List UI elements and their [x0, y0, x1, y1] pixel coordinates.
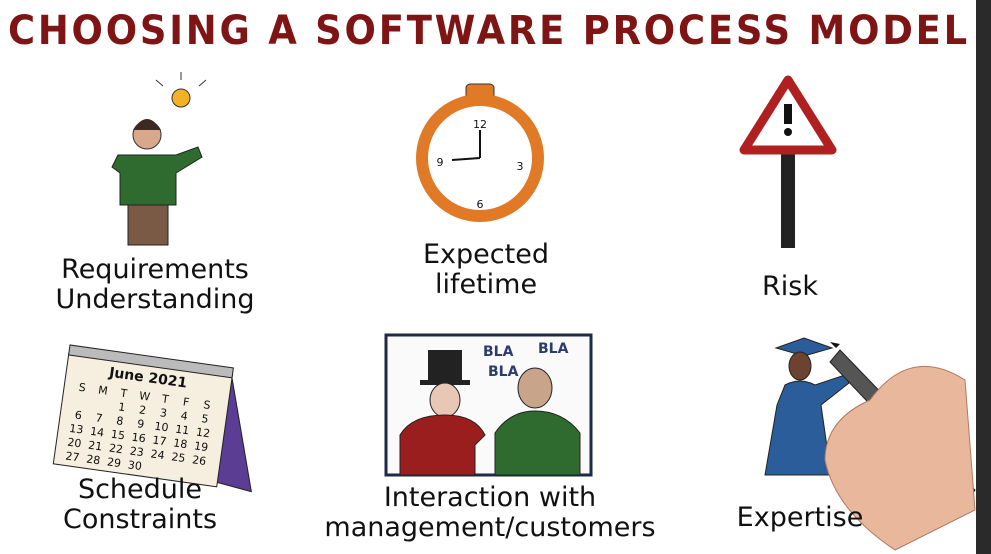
calendar-day: 13 [69, 422, 85, 437]
speech-bubble: BLA [488, 364, 519, 380]
calendar-weekday: F [182, 395, 190, 409]
calendar-day: 30 [127, 458, 143, 473]
factor-label: Interaction with [384, 482, 596, 513]
drawing-shape [428, 350, 462, 382]
calendar-day: 29 [106, 455, 122, 470]
calendar-weekday: W [138, 389, 151, 403]
factor-label: Constraints [63, 504, 217, 535]
factor-label: Schedule [78, 474, 202, 505]
hand-with-pen [824, 342, 976, 551]
factor-label: Understanding [56, 284, 255, 315]
drawing-shape [830, 342, 840, 348]
drawing-shape [824, 365, 976, 551]
calendar-weekday: S [78, 381, 87, 395]
calendar-day: 6 [74, 408, 83, 422]
calendar-day: 10 [154, 420, 170, 435]
calendar-weekday: M [97, 383, 108, 397]
calendar-day: 25 [171, 450, 187, 465]
drawing-shape [155, 79, 164, 87]
drawing-shape [494, 410, 581, 476]
calendar-weekday: S [203, 398, 212, 412]
calendar-day: 23 [129, 444, 145, 459]
calendar-day: 7 [95, 411, 104, 425]
clock-icon: 12 3 6 9 [416, 83, 544, 222]
speech-bubble: BLA [538, 341, 569, 357]
drawing-shape [171, 88, 191, 108]
drawing-shape [784, 104, 792, 124]
calendar-day: 26 [191, 453, 207, 468]
expertise-icon [764, 337, 850, 476]
calendar-day: 18 [172, 436, 188, 451]
title: CHOOSING A SOFTWARE PROCESS MODEL [8, 8, 970, 54]
drawing-shape [399, 414, 486, 476]
factor-label: Expertise [737, 502, 864, 533]
clock-number: 12 [473, 118, 487, 131]
drawing-shape [764, 374, 850, 476]
drawing-shape [111, 146, 203, 206]
drawing-shape [198, 79, 207, 87]
drawing-shape [788, 351, 812, 381]
calendar-day: 19 [193, 439, 209, 454]
frame-edge [976, 0, 991, 554]
requirements-icon [111, 72, 207, 246]
drawing-shape [133, 119, 161, 130]
drawing-shape [784, 128, 792, 136]
interaction-icon: BLA BLA BLA [384, 333, 593, 477]
drawing-shape [781, 140, 795, 248]
calendar-day: 1 [117, 400, 126, 414]
calendar-day: 20 [67, 436, 83, 451]
calendar-day: 11 [174, 423, 190, 438]
drawing-shape [451, 157, 481, 161]
factor-label: lifetime [435, 269, 537, 300]
drawing-shape [127, 204, 169, 246]
factor-label: Requirements [61, 254, 249, 285]
clock-number: 6 [477, 198, 484, 211]
calendar-day: 3 [159, 406, 168, 420]
calendar-day: 9 [136, 417, 145, 431]
factor-label: Expected [423, 239, 549, 270]
calendar-weekday: T [119, 386, 129, 400]
clock-number: 9 [437, 156, 444, 169]
calendar-day: 15 [110, 428, 126, 443]
calendar-day: 28 [85, 452, 101, 467]
speech-bubble: BLA [483, 344, 514, 360]
calendar-day: 17 [152, 433, 168, 448]
calendar-day: 12 [195, 425, 211, 440]
drawing-shape [517, 367, 553, 409]
factor-label: Risk [762, 271, 818, 302]
calendar-day: 16 [131, 431, 147, 446]
calendar-day: 14 [89, 425, 105, 440]
calendar-day: 21 [87, 439, 103, 454]
clock-number: 3 [517, 160, 524, 173]
drawing-shape [68, 344, 234, 379]
factor-label: management/customers [324, 512, 655, 543]
calendar-day: 5 [201, 412, 210, 426]
risk-icon [739, 75, 837, 248]
calendar-day: 24 [150, 447, 166, 462]
drawing-shape [429, 382, 461, 418]
calendar-day: 8 [116, 414, 125, 428]
calendar-weekday: T [160, 392, 170, 406]
calendar-day: 4 [180, 409, 189, 423]
calendar-day: 22 [108, 442, 124, 457]
calendar-day: 27 [65, 450, 81, 465]
calendar-day: 2 [138, 403, 147, 417]
